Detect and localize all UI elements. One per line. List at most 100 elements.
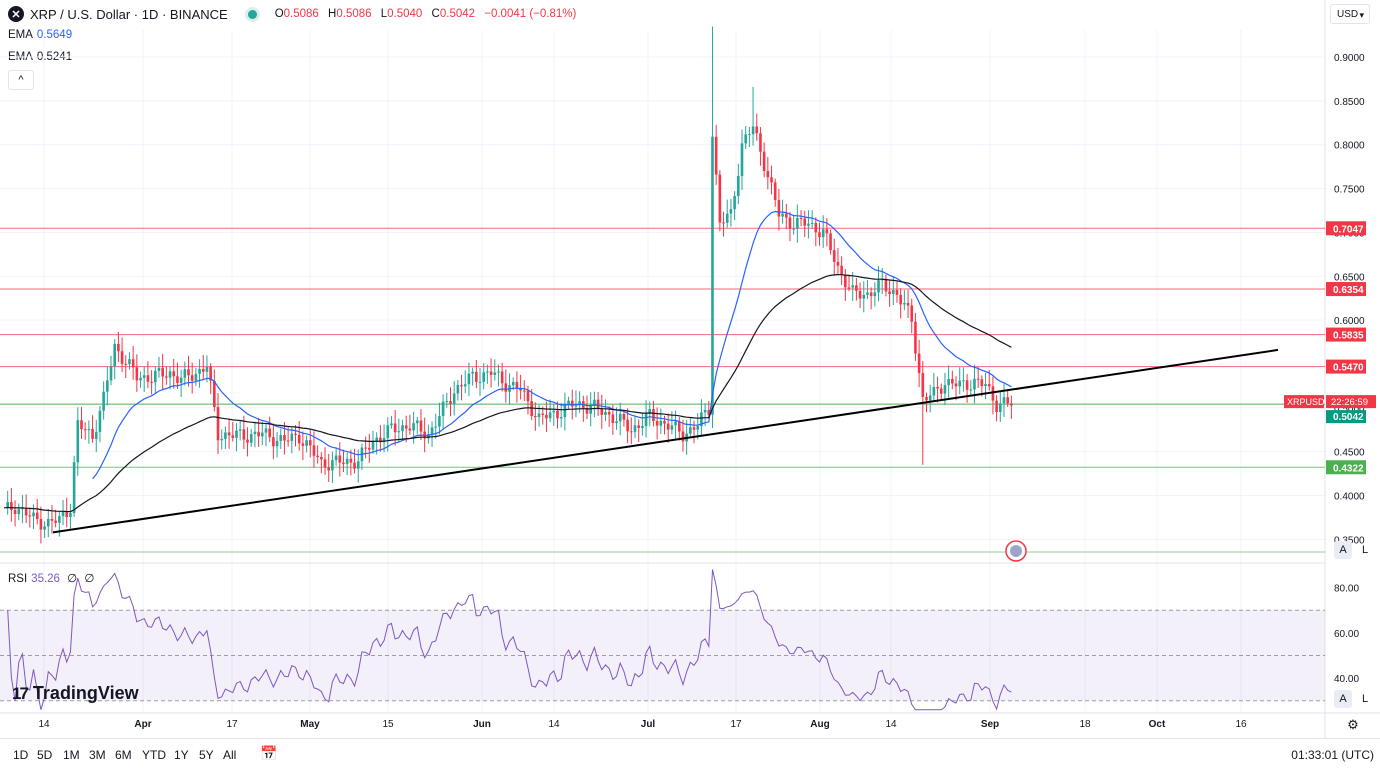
utc-clock[interactable]: 01:33:01 (UTC) bbox=[1291, 748, 1374, 762]
candle-body bbox=[910, 305, 914, 322]
rsi-auto-scale-button[interactable]: A bbox=[1334, 690, 1352, 708]
candle-body bbox=[404, 425, 408, 429]
candle-body bbox=[1002, 397, 1006, 404]
candle-body bbox=[294, 433, 297, 435]
rsi-legend[interactable]: RSI 35.26 ∅ ∅ bbox=[8, 573, 95, 585]
candle-body bbox=[921, 373, 925, 397]
candle-body bbox=[570, 400, 574, 407]
candle-body bbox=[858, 290, 862, 299]
settings-gear-icon[interactable]: ⚙ bbox=[1347, 717, 1359, 732]
candle-body bbox=[393, 423, 397, 433]
candle-body bbox=[471, 371, 474, 374]
candle-body bbox=[740, 143, 744, 176]
ema-fast-legend[interactable]: EMA 0.5649 bbox=[8, 29, 73, 41]
range-all[interactable]: All bbox=[223, 748, 237, 762]
candle-body bbox=[83, 429, 87, 431]
y-tick-label: 0.5000 bbox=[1334, 404, 1365, 415]
level-tag-label: 0.5470 bbox=[1333, 363, 1364, 374]
candle-body bbox=[349, 458, 353, 463]
candle-body bbox=[692, 427, 696, 430]
range-6m[interactable]: 6M bbox=[115, 748, 132, 762]
candle-body bbox=[939, 388, 943, 394]
candle-body bbox=[308, 440, 312, 446]
candle-body bbox=[965, 380, 969, 390]
candle-body bbox=[253, 431, 257, 435]
candle-body bbox=[725, 213, 729, 223]
candle-body bbox=[751, 126, 755, 135]
candle-body bbox=[275, 440, 279, 447]
candle-body bbox=[807, 223, 810, 226]
candle-body bbox=[172, 371, 176, 377]
candle-body bbox=[711, 136, 714, 415]
candle-body bbox=[526, 390, 530, 402]
candle-body bbox=[397, 431, 401, 433]
price-chart[interactable]: 0.90000.85000.80000.75000.70000.65000.60… bbox=[0, 0, 1380, 738]
log-scale-button[interactable]: L bbox=[1361, 544, 1369, 556]
candle-body bbox=[183, 369, 187, 378]
candle-body bbox=[925, 396, 928, 401]
auto-scale-button[interactable]: A bbox=[1334, 541, 1352, 559]
level-tag-label: 0.6354 bbox=[1333, 285, 1364, 296]
candle-body bbox=[445, 401, 449, 403]
candle-body bbox=[43, 526, 46, 530]
candle-body bbox=[663, 420, 666, 424]
candle-body bbox=[452, 393, 456, 404]
candle-body bbox=[781, 213, 784, 217]
range-5d[interactable]: 5D bbox=[37, 748, 53, 762]
candle-body bbox=[408, 428, 412, 431]
level-tag bbox=[1326, 460, 1366, 475]
candle-body bbox=[135, 367, 139, 381]
candle-body bbox=[729, 209, 733, 214]
tradingview-logo[interactable]: 17 TradingView bbox=[12, 683, 139, 703]
range-1d[interactable]: 1D bbox=[13, 748, 29, 762]
candle-body bbox=[209, 366, 212, 381]
x-tick-label: Aug bbox=[810, 719, 829, 730]
rsi-log-scale-button[interactable]: L bbox=[1361, 693, 1369, 705]
candle-body bbox=[803, 218, 807, 226]
range-1m[interactable]: 1M bbox=[63, 748, 80, 762]
candle-body bbox=[500, 371, 504, 384]
candle-body bbox=[648, 409, 652, 414]
candle-body bbox=[604, 411, 607, 415]
candle-body bbox=[10, 502, 13, 510]
currency-select[interactable]: USD bbox=[1330, 4, 1370, 25]
candle-body bbox=[515, 381, 519, 389]
candle-body bbox=[840, 265, 843, 275]
range-ytd[interactable]: YTD bbox=[142, 748, 166, 762]
candle-body bbox=[943, 385, 947, 394]
candle-body bbox=[478, 381, 482, 383]
candle-body bbox=[72, 462, 76, 513]
candle-body bbox=[821, 229, 825, 238]
candle-body bbox=[851, 285, 854, 288]
candle-body bbox=[718, 174, 722, 223]
candle-body bbox=[681, 431, 685, 442]
candle-body bbox=[777, 200, 781, 217]
candle-body bbox=[637, 425, 640, 428]
candle-body bbox=[567, 400, 570, 405]
range-1y[interactable]: 1Y bbox=[174, 748, 189, 762]
candle-body bbox=[947, 379, 950, 386]
candle-body bbox=[198, 368, 201, 374]
ema-slow-line bbox=[3, 273, 1012, 513]
symbol-info[interactable]: ✕ XRP / U.S. Dollar · 1D · BINANCE O0.50… bbox=[8, 6, 582, 22]
candle-body bbox=[463, 384, 467, 387]
countdown-tag bbox=[1326, 395, 1376, 409]
candle-body bbox=[578, 401, 581, 405]
candle-body bbox=[829, 233, 832, 251]
candle-body bbox=[249, 434, 253, 443]
candle-body bbox=[914, 321, 917, 354]
date-range-calendar-icon[interactable]: 📅 bbox=[260, 745, 278, 761]
candle-body bbox=[585, 407, 589, 414]
candle-body bbox=[541, 413, 545, 415]
candle-body bbox=[35, 512, 39, 520]
candle-body bbox=[427, 434, 430, 439]
collapse-legend-button[interactable]: ^ bbox=[8, 70, 34, 90]
range-5y[interactable]: 5Y bbox=[199, 748, 214, 762]
candle-body bbox=[257, 431, 260, 437]
candle-body bbox=[630, 431, 633, 433]
candle-body bbox=[766, 170, 770, 178]
candle-body bbox=[187, 369, 190, 376]
range-3m[interactable]: 3M bbox=[89, 748, 106, 762]
candle-body bbox=[552, 410, 556, 413]
candle-body bbox=[205, 366, 209, 372]
